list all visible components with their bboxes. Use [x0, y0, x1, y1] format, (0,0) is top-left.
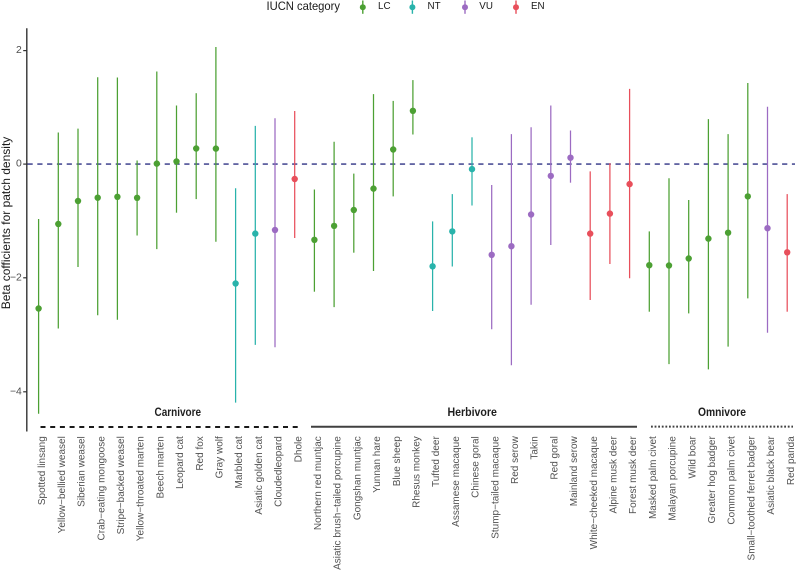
svg-text:Red serow: Red serow: [510, 435, 521, 484]
svg-text:−2: −2: [10, 272, 22, 283]
svg-text:Small−toothed ferret badger: Small−toothed ferret badger: [746, 436, 757, 561]
svg-text:Greater hog badger: Greater hog badger: [707, 436, 718, 524]
svg-text:Mainland serow: Mainland serow: [569, 435, 580, 506]
svg-text:Common palm civet: Common palm civet: [727, 436, 738, 525]
svg-text:Red goral: Red goral: [549, 436, 560, 479]
svg-text:Siberian weasel: Siberian weasel: [77, 436, 88, 507]
svg-text:Beech marten: Beech marten: [155, 436, 166, 498]
svg-text:0: 0: [16, 159, 22, 170]
svg-text:LC: LC: [378, 1, 391, 12]
svg-text:NT: NT: [428, 1, 441, 12]
svg-text:Forest musk deer: Forest musk deer: [628, 436, 639, 514]
svg-text:Masked palm civet: Masked palm civet: [648, 436, 659, 519]
svg-text:Rhesus monkey: Rhesus monkey: [412, 436, 423, 508]
svg-text:Beta cofficients for patch den: Beta cofficients for patch density: [0, 137, 13, 310]
svg-text:Chinese goral: Chinese goral: [471, 436, 482, 498]
svg-text:Asiatic golden cat: Asiatic golden cat: [254, 436, 265, 515]
svg-text:Stripe−backed weasel: Stripe−backed weasel: [116, 436, 127, 534]
svg-text:Alpine musk deer: Alpine musk deer: [609, 436, 620, 514]
svg-text:Yellow−bellied weasel: Yellow−bellied weasel: [57, 436, 68, 533]
svg-text:Crab−eating mongoose: Crab−eating mongoose: [96, 436, 107, 541]
svg-text:Gray wolf: Gray wolf: [215, 436, 226, 478]
svg-text:Yellow−throated marten: Yellow−throated marten: [136, 436, 147, 541]
svg-text:−4: −4: [10, 386, 22, 397]
svg-text:Marbled cat: Marbled cat: [234, 436, 245, 488]
svg-text:Leopard cat: Leopard cat: [175, 436, 186, 489]
svg-text:Gongshan muntjac: Gongshan muntjac: [352, 436, 363, 520]
svg-text:Malayan porcupine: Malayan porcupine: [668, 436, 679, 521]
svg-text:VU: VU: [479, 1, 493, 12]
svg-text:EN: EN: [531, 1, 545, 12]
svg-text:White−cheeked macaque: White−cheeked macaque: [589, 436, 600, 550]
svg-text:Red fox: Red fox: [195, 436, 206, 470]
svg-text:Tufted deer: Tufted deer: [431, 436, 442, 487]
svg-text:Wild boar: Wild boar: [687, 436, 698, 479]
svg-text:Spotted linsang: Spotted linsang: [37, 436, 48, 505]
svg-text:Asiatic black bear: Asiatic black bear: [766, 436, 777, 515]
svg-text:Assamese macaque: Assamese macaque: [451, 436, 462, 527]
svg-text:Asiatic brush−tailed porcupine: Asiatic brush−tailed porcupine: [333, 436, 344, 570]
svg-text:Carnivore: Carnivore: [155, 406, 202, 419]
svg-text:Dhole: Dhole: [293, 436, 304, 463]
svg-text:Northern red muntjac: Northern red muntjac: [313, 436, 324, 530]
svg-text:2: 2: [16, 45, 22, 56]
svg-text:Yunnan hare: Yunnan hare: [372, 436, 383, 493]
svg-text:IUCN category: IUCN category: [267, 0, 341, 13]
svg-text:Takin: Takin: [530, 436, 541, 459]
svg-text:Herbivore: Herbivore: [447, 406, 497, 419]
svg-text:Blue sheep: Blue sheep: [392, 436, 403, 486]
svg-text:Cloudedleopard: Cloudedleopard: [274, 436, 285, 507]
svg-text:Stump−tailed macaque: Stump−tailed macaque: [490, 436, 501, 539]
svg-text:Red panda: Red panda: [786, 436, 797, 485]
svg-text:Omnivore: Omnivore: [698, 406, 746, 419]
